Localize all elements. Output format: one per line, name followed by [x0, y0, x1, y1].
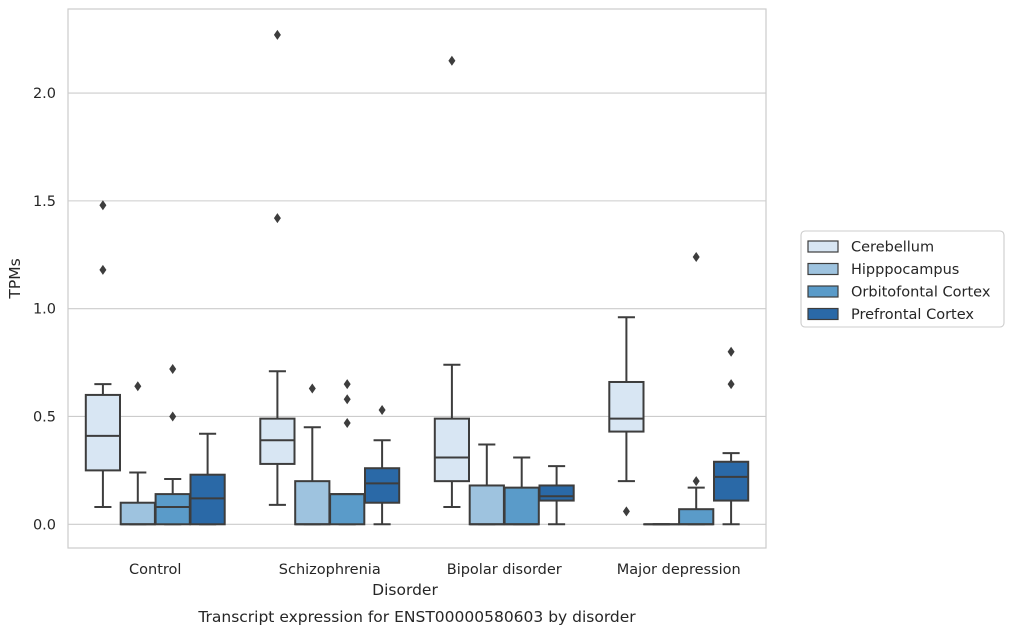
- x-tick-label: Bipolar disorder: [447, 562, 562, 578]
- box-3-2: [678, 251, 715, 526]
- flier-point: [343, 379, 351, 390]
- x-tick-label: Schizophrenia: [279, 562, 381, 578]
- x-tick-label: Major depression: [617, 562, 741, 578]
- legend-label: Prefrontal Cortex: [851, 307, 974, 323]
- flier-point: [308, 383, 316, 394]
- x-tick-label: Control: [129, 562, 181, 578]
- box-body: [189, 473, 226, 526]
- box-body: [154, 493, 191, 526]
- chart-caption: Transcript expression for ENST0000058060…: [197, 608, 636, 626]
- box-1-1: [294, 383, 331, 526]
- y-tick-label: 1.0: [33, 302, 56, 318]
- box-body: [363, 467, 401, 504]
- box-2-3: [538, 465, 575, 526]
- box-body: [119, 501, 156, 526]
- flier-point: [622, 506, 630, 517]
- flier-point: [343, 394, 351, 405]
- flier-point: [727, 379, 735, 390]
- flier-point: [99, 200, 107, 211]
- flier-point: [448, 55, 456, 66]
- legend-swatch: [807, 262, 839, 276]
- legend-frame: [800, 230, 1005, 328]
- boxes: [84, 29, 750, 526]
- y-axis-label: TPMs: [6, 258, 24, 299]
- box-body: [259, 417, 296, 465]
- flier-point: [343, 417, 351, 428]
- y-tick-label: 0.5: [33, 409, 56, 425]
- box-3-3: [712, 346, 750, 526]
- gridlines: [68, 92, 766, 525]
- flier-point: [378, 405, 386, 416]
- box-2-0: [433, 55, 471, 509]
- flier-point: [99, 264, 107, 275]
- legend-label: Cerebellum: [851, 240, 934, 256]
- flier-point: [273, 29, 281, 40]
- box-0-0: [84, 200, 122, 509]
- box-body: [433, 417, 471, 483]
- flier-point: [169, 411, 177, 422]
- plot-frame: [67, 8, 767, 549]
- box-1-2: [329, 379, 366, 526]
- y-tick-labels: 0.0 0.5 1.0 1.5 2.0: [33, 86, 56, 533]
- box-body: [329, 493, 366, 526]
- box-body: [712, 460, 750, 502]
- legend-item: Prefrontal Cortex: [807, 307, 974, 323]
- box-body: [503, 486, 540, 526]
- legend-item: Orbitofontal Cortex: [807, 285, 991, 301]
- box-body: [678, 508, 715, 526]
- flier-point: [692, 476, 700, 487]
- x-tick-labels: Control Schizophrenia Bipolar disorder Majo…: [129, 562, 741, 578]
- flier-point: [692, 251, 700, 262]
- legend-swatch: [807, 285, 839, 298]
- box-0-1: [119, 381, 156, 526]
- box-body: [608, 380, 645, 433]
- y-tick-label: 1.5: [33, 194, 56, 210]
- y-tick-label: 2.0: [33, 86, 56, 102]
- legend-label: Orbitofontal Cortex: [851, 285, 991, 301]
- box-body: [294, 480, 331, 526]
- legend-label: Hipppocampus: [851, 262, 959, 278]
- box-1-0: [259, 29, 296, 506]
- flier-point: [727, 346, 735, 357]
- legend-item: Hipppocampus: [807, 262, 959, 278]
- box-1-3: [363, 405, 401, 526]
- y-tick-label: 0.0: [33, 517, 56, 533]
- legend-swatch: [807, 307, 839, 321]
- box-2-1: [468, 443, 505, 526]
- flier-point: [134, 381, 142, 392]
- box-0-2: [154, 364, 191, 526]
- box-0-3: [189, 432, 226, 526]
- legend: Cerebellum Hipppocampus Orbitofontal Corte…: [800, 230, 1005, 328]
- x-axis-label: Disorder: [372, 581, 438, 599]
- flier-point: [169, 364, 177, 375]
- box-body: [468, 484, 505, 526]
- legend-item: Cerebellum: [807, 240, 934, 256]
- box-2-2: [503, 456, 540, 526]
- flier-point: [273, 213, 281, 224]
- box-body: [84, 393, 122, 472]
- box-body: [538, 484, 575, 502]
- box-3-0: [608, 316, 645, 517]
- legend-swatch: [807, 240, 839, 253]
